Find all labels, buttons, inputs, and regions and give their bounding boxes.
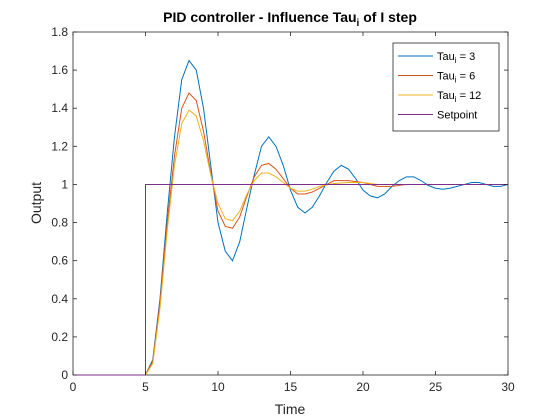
- x-tick-label: 0: [70, 380, 77, 394]
- x-tick-label: 30: [501, 380, 515, 394]
- series-line-4: [73, 183, 508, 376]
- series-line-3: [73, 109, 508, 376]
- legend: Taui = 3 Taui = 6 Taui = 12 Setpoint: [392, 42, 500, 132]
- y-tick-label: 0: [61, 368, 68, 382]
- y-tick-label: 0.4: [51, 292, 68, 306]
- y-tick-label: 1.8: [51, 25, 68, 39]
- y-tick-label: 1.4: [51, 101, 68, 115]
- legend-label-4: Setpoint: [437, 110, 477, 122]
- legend-box: [392, 42, 500, 132]
- series-line-1: [73, 59, 509, 376]
- x-tick-label: 20: [356, 380, 370, 394]
- x-tick-label: 25: [429, 380, 443, 394]
- legend-label-2: Taui = 6: [437, 71, 475, 85]
- y-tick-label: 0.8: [51, 216, 68, 230]
- y-tick-label: 0.2: [51, 330, 68, 344]
- legend-label-3: Taui = 12: [437, 90, 481, 104]
- x-tick-label: 15: [284, 380, 298, 394]
- plot-area: 0 5 10 15 20 25 30 0 0.2 0.4 0.6 0.8 1 1.2 1.4 1.6 1.8: [51, 25, 515, 394]
- y-tick-label: 1.2: [51, 139, 68, 153]
- y-axis-label: Output: [28, 182, 44, 224]
- x-tick-label: 10: [211, 380, 225, 394]
- x-axis-label: Time: [275, 401, 306, 417]
- y-tick-label: 1.6: [51, 63, 68, 77]
- y-tick-label: 0.6: [51, 254, 68, 268]
- x-tick-label: 5: [142, 380, 149, 394]
- legend-label-1: Taui = 3: [437, 51, 475, 65]
- chart-title: PID controller - Influence Taui of I ste…: [163, 9, 417, 29]
- y-tick-label: 1: [61, 177, 68, 191]
- series-line-2: [73, 92, 508, 376]
